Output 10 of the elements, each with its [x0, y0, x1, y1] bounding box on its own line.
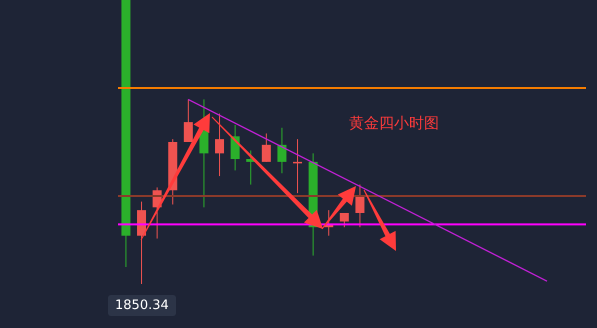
candlestick	[215, 113, 224, 177]
candlestick	[262, 132, 271, 162]
text: 黄金四小时图	[349, 114, 439, 133]
candlestick	[184, 98, 193, 142]
candlestick	[199, 98, 208, 208]
candlestick	[355, 184, 364, 228]
candlestick	[293, 138, 302, 194]
candlestick	[277, 127, 286, 174]
text: 1850.34	[108, 295, 176, 316]
candlestick	[340, 212, 349, 228]
